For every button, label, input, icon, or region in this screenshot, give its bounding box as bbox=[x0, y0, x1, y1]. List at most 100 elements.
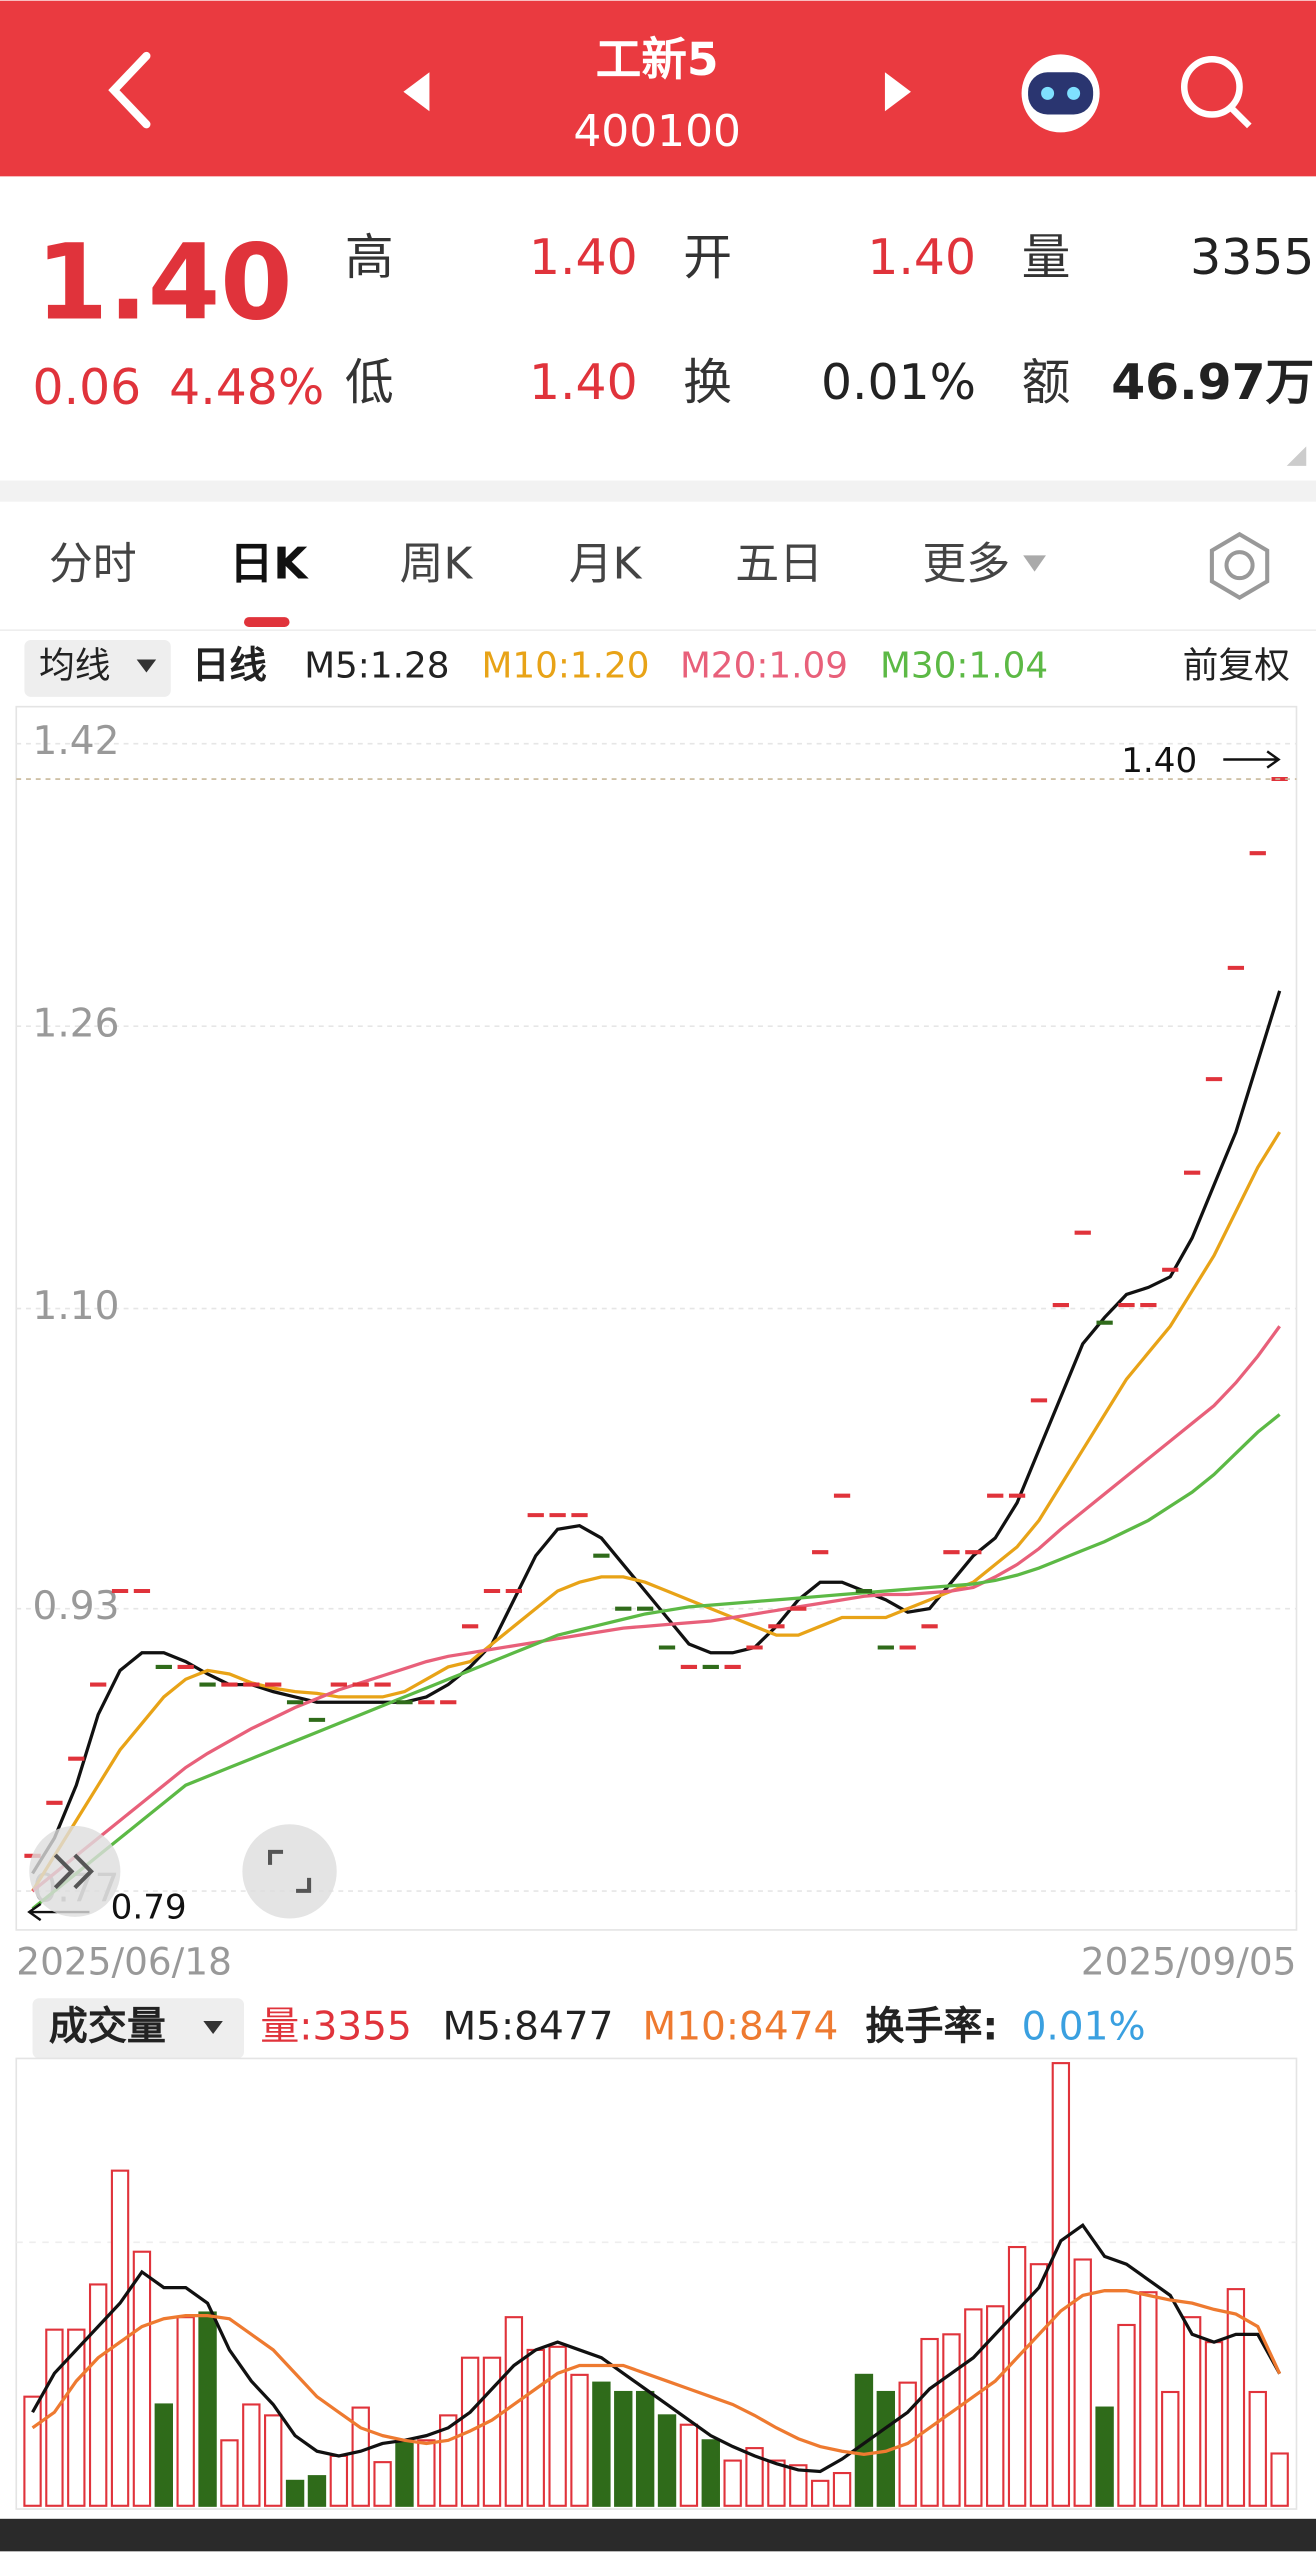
volume-bar bbox=[482, 2356, 502, 2507]
field-label: 开 bbox=[683, 229, 732, 286]
volume-bar bbox=[132, 2250, 152, 2507]
volume-bar bbox=[1139, 2291, 1158, 2507]
volume-bar bbox=[67, 2328, 86, 2507]
price-chart-frame bbox=[15, 705, 1298, 1931]
volume-legend-item: 换手率: bbox=[865, 2005, 998, 2050]
price-change: 0.06 bbox=[33, 359, 142, 416]
tab-indicator bbox=[244, 617, 290, 627]
volume-bar bbox=[504, 2316, 524, 2507]
volume-bar bbox=[1248, 2390, 1267, 2507]
field-value: 1.40 bbox=[867, 229, 976, 286]
max-arrow bbox=[1223, 750, 1281, 769]
volume-bar bbox=[854, 2373, 874, 2507]
separator bbox=[0, 480, 1316, 502]
assistant-icon[interactable] bbox=[1021, 54, 1100, 133]
x-tick-label: 2025/09/05 bbox=[1081, 1940, 1297, 1984]
volume-selector[interactable] bbox=[32, 1998, 245, 2059]
last-price: 1.40 bbox=[36, 222, 293, 344]
volume-bar bbox=[198, 2311, 217, 2507]
volume-bar bbox=[351, 2406, 370, 2507]
volume-bar bbox=[88, 2283, 108, 2507]
volume-bar bbox=[548, 2345, 567, 2507]
volume-selector-label[interactable]: 成交量 bbox=[49, 2005, 166, 2050]
volume-bar bbox=[592, 2381, 611, 2507]
volume-bar bbox=[701, 2439, 720, 2507]
ma-line bbox=[31, 1131, 1282, 1892]
field-label: 换 bbox=[683, 354, 732, 411]
field-value: 0.01% bbox=[821, 354, 976, 411]
bottom-nav bbox=[0, 2518, 1316, 2552]
ma-selector-label[interactable]: 均线 bbox=[39, 646, 111, 687]
field-label: 低 bbox=[345, 354, 394, 411]
volume-bar bbox=[1161, 2390, 1180, 2507]
volume-bar bbox=[986, 2305, 1005, 2507]
volume-bar bbox=[679, 2423, 699, 2507]
volume-bar bbox=[264, 2414, 283, 2507]
ma-legend-item: M30:1.04 bbox=[880, 646, 1048, 687]
tab[interactable]: 周K bbox=[400, 539, 474, 590]
period-label: 日线 bbox=[192, 643, 267, 687]
tab[interactable]: 更多 bbox=[922, 539, 1010, 590]
volume-bar bbox=[657, 2414, 677, 2507]
volume-bar bbox=[942, 2333, 961, 2507]
quote-fields: 高 1.40 开 1.40 量 3355 低 1.40 换 0.01% 额 46.97万 bbox=[345, 229, 1315, 411]
tab[interactable]: 分时 bbox=[49, 539, 137, 590]
volume-bar bbox=[1007, 2245, 1027, 2507]
x-tick-label: 2025/06/18 bbox=[16, 1940, 232, 1984]
volume-bar bbox=[1270, 2452, 1289, 2507]
volume-bar bbox=[832, 2471, 852, 2507]
volume-bar bbox=[1117, 2323, 1136, 2507]
volume-bar bbox=[417, 2439, 436, 2507]
volume-legend-item: 0.01% bbox=[1022, 2005, 1146, 2050]
volume-bar bbox=[1029, 2263, 1049, 2507]
price-chart: 1.421.261.100.930.772025/06/182025/09/05… bbox=[16, 719, 1297, 1984]
volume-bar bbox=[1204, 2341, 1224, 2507]
volume-bar bbox=[176, 2316, 195, 2507]
search-icon[interactable] bbox=[1180, 55, 1252, 129]
volume-bar bbox=[1095, 2406, 1114, 2507]
volume-bar bbox=[395, 2439, 414, 2507]
volume-bar bbox=[723, 2459, 742, 2507]
volume-legend: 量:3355 M5:8477 M10:8474 换手率: 0.01% bbox=[260, 2005, 1145, 2050]
volume-legend-item: 量:3355 bbox=[260, 2005, 412, 2050]
volume-bar bbox=[242, 2403, 261, 2507]
ma-legend: M5:1.28 M10:1.20 M20:1.09 M30:1.04 bbox=[304, 646, 1048, 687]
y-tick-label: 0.93 bbox=[33, 1584, 120, 1629]
field-label: 高 bbox=[345, 229, 394, 286]
ma-line bbox=[31, 1325, 1281, 1893]
volume-bar bbox=[373, 2461, 392, 2507]
volume-chart-frame bbox=[15, 2057, 1298, 2510]
volume-bar bbox=[570, 2373, 589, 2507]
ma-line bbox=[31, 990, 1282, 1875]
adjust-label[interactable]: 前复权 bbox=[1183, 646, 1290, 687]
volume-bar bbox=[1051, 2062, 1071, 2507]
volume-chart bbox=[23, 2062, 1289, 2507]
tab[interactable]: 月K bbox=[569, 539, 643, 590]
ma-selector[interactable] bbox=[24, 639, 171, 697]
dropdown-arrow bbox=[1023, 555, 1046, 572]
field-value: 1.40 bbox=[529, 229, 638, 286]
volume-bar bbox=[635, 2390, 655, 2507]
back-button[interactable] bbox=[108, 51, 151, 129]
volume-bar bbox=[526, 2348, 545, 2507]
period-tabs: 分时 日K 周K 月K 五日 更多 bbox=[49, 539, 1046, 627]
y-tick-label: 1.42 bbox=[33, 719, 120, 764]
y-tick-label: 1.26 bbox=[33, 1002, 120, 1047]
field-value: 3355 bbox=[1190, 229, 1314, 286]
next-stock[interactable] bbox=[884, 72, 911, 112]
collapse-button[interactable] bbox=[29, 1825, 121, 1917]
prev-stock[interactable] bbox=[403, 72, 430, 112]
field-label: 量 bbox=[1022, 229, 1071, 286]
tab[interactable]: 日K bbox=[229, 539, 309, 590]
volume-bar bbox=[154, 2403, 173, 2507]
tab[interactable]: 五日 bbox=[735, 539, 823, 590]
field-value: 1.40 bbox=[529, 354, 638, 411]
price-change-pct: 4.48% bbox=[169, 359, 324, 416]
expand-corner[interactable] bbox=[1286, 446, 1307, 466]
ma-legend-item: M20:1.09 bbox=[680, 646, 848, 687]
volume-bar bbox=[285, 2479, 305, 2507]
fullscreen-button[interactable] bbox=[242, 1824, 337, 1919]
volume-bar bbox=[810, 2479, 830, 2507]
settings-icon[interactable] bbox=[1209, 531, 1270, 601]
